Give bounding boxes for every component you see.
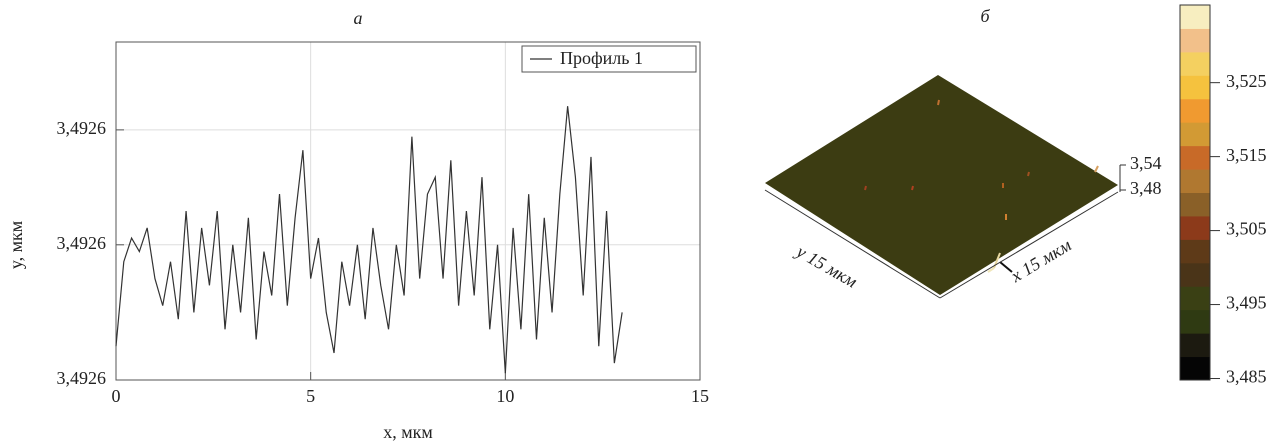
panel-title: а xyxy=(354,8,363,28)
colorbar-segment xyxy=(1180,98,1210,123)
x-tick-label: 15 xyxy=(691,386,709,406)
z-tick-label: 3,54 xyxy=(1130,153,1162,173)
y-axis-label: y 15 мкм xyxy=(791,240,861,292)
colorbar-segment xyxy=(1180,51,1210,76)
x-axis-label: x, мкм xyxy=(383,422,433,442)
colorbar-segment xyxy=(1180,356,1210,381)
y-axis-line xyxy=(764,189,941,299)
y-tick-label: 3,4926 xyxy=(57,233,107,253)
colorbar-segment xyxy=(1180,215,1210,240)
colorbar-segment xyxy=(1180,169,1210,193)
y-tick-label: 3,4926 xyxy=(57,368,107,388)
surface-spikes xyxy=(864,99,1099,273)
colorbar-tick-label: 3,505 xyxy=(1226,219,1267,239)
x-tick-label: 5 xyxy=(306,386,315,406)
x-tick-label: 0 xyxy=(112,386,121,406)
colorbar-segment xyxy=(1180,75,1210,100)
colorbar-segment xyxy=(1180,239,1210,264)
colorbar-segment xyxy=(1180,309,1210,334)
colorbar-segment xyxy=(1180,192,1210,217)
colorbar-segment xyxy=(1180,28,1210,53)
x-tick-label: 10 xyxy=(496,386,514,406)
colorbar-tick-label: 3,525 xyxy=(1226,71,1267,91)
plot-frame xyxy=(115,41,701,381)
colorbar-frame xyxy=(1179,4,1211,381)
colorbar-tick-label: 3,495 xyxy=(1226,293,1267,313)
colorbar-segment xyxy=(1180,333,1210,358)
y-tick-label: 3,4926 xyxy=(57,118,107,138)
colorbar-segment xyxy=(1180,286,1210,311)
y-axis-label: y, мкм xyxy=(6,221,26,269)
panel-title: б xyxy=(980,6,990,26)
surface xyxy=(765,75,1118,295)
colorbar-segment xyxy=(1180,262,1210,287)
colorbar-segment xyxy=(1180,145,1210,170)
colorbar-segment xyxy=(1180,5,1210,29)
z-tick-label: 3,48 xyxy=(1130,178,1162,198)
colorbar-tick-label: 3,515 xyxy=(1226,145,1267,165)
colorbar-tick-label: 3,485 xyxy=(1226,367,1267,387)
colorbar-segment xyxy=(1180,122,1210,147)
x-axis-line xyxy=(939,191,1119,299)
legend-label: Профиль 1 xyxy=(560,48,643,68)
profile-line xyxy=(115,106,623,374)
